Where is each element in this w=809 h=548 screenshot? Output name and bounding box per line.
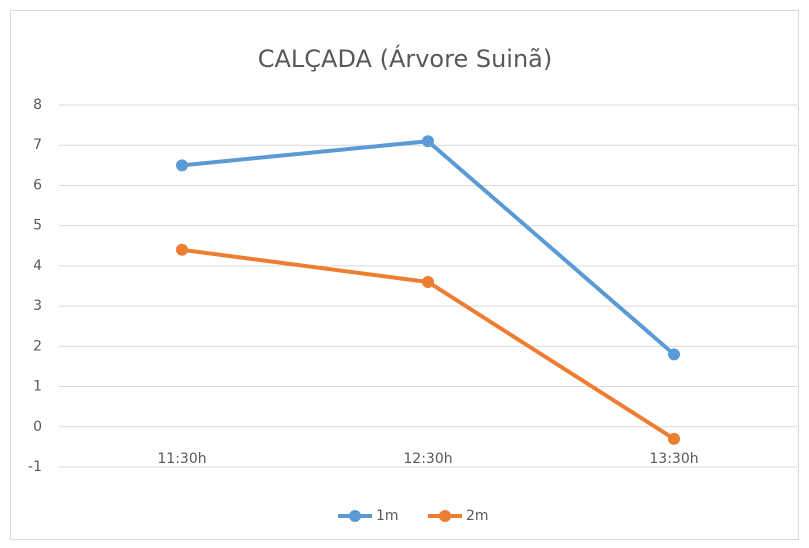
data-point [668, 432, 680, 445]
legend-marker [439, 510, 451, 522]
data-point [176, 159, 188, 172]
data-point [668, 348, 680, 361]
y-tick-label: 3 [33, 298, 42, 314]
y-tick-label: 1 [33, 379, 42, 395]
data-point [176, 243, 188, 256]
data-point [422, 275, 434, 288]
legend-marker [349, 510, 361, 522]
y-tick-label: 4 [33, 258, 42, 274]
x-tick-label: 13:30h [649, 451, 698, 467]
legend-label: 2m [466, 508, 489, 524]
x-tick-label: 11:30h [157, 451, 206, 467]
y-tick-label: -1 [28, 459, 42, 475]
y-tick-label: 0 [33, 419, 42, 435]
y-tick-label: 8 [33, 97, 42, 113]
x-tick-label: 12:30h [403, 451, 452, 467]
y-tick-label: 2 [33, 338, 42, 354]
chart-border [10, 10, 799, 540]
y-tick-label: 5 [33, 218, 42, 234]
y-tick-label: 6 [33, 177, 42, 193]
chart-title: CALÇADA (Árvore Suinã) [258, 44, 553, 73]
legend-label: 1m [376, 508, 399, 524]
y-tick-label: 7 [33, 137, 42, 153]
data-point [422, 135, 434, 148]
